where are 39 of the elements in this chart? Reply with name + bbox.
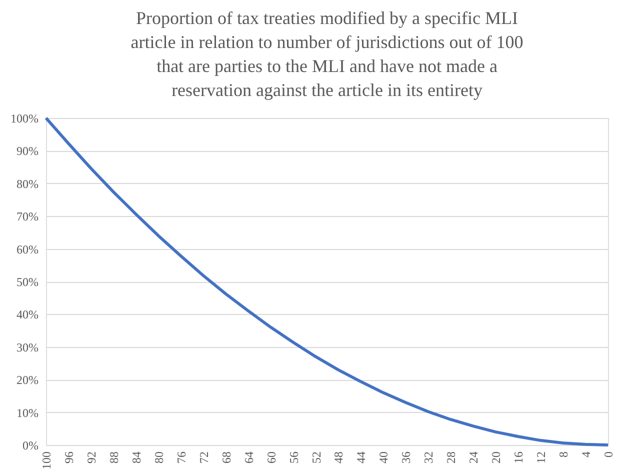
x-tick-label: 24 — [466, 452, 481, 464]
y-tick-label: 30% — [16, 340, 38, 354]
x-tick-label: 36 — [399, 452, 414, 464]
y-tick-label: 0% — [22, 438, 38, 452]
y-tick-label: 40% — [16, 308, 38, 322]
x-tick-label: 32 — [422, 452, 436, 464]
x-tick-label: 68 — [219, 452, 234, 464]
y-tick-label: 10% — [16, 406, 38, 420]
x-tick-label: 100 — [40, 452, 54, 470]
x-tick-label: 88 — [106, 452, 121, 464]
x-tick-label: 44 — [354, 452, 368, 464]
y-tick-label: 90% — [16, 144, 38, 158]
chart-title: Proportion of tax treaties modified by a specific MLI article in relation to number of jurisdictions out of 100 that are parties to the MLI and have not made a reservation against the article in its entirety — [130, 8, 524, 100]
x-tick-label: 72 — [196, 452, 211, 464]
x-tick-label: 52 — [309, 452, 324, 464]
x-tick-label: 28 — [444, 452, 458, 464]
x-tick-label: 0 — [602, 452, 616, 458]
x-tick-label: 12 — [534, 452, 548, 464]
x-tick-label: 76 — [174, 452, 188, 464]
x-tick-label: 48 — [332, 452, 346, 464]
x-tick-label: 96 — [62, 452, 76, 464]
y-tick-label: 50% — [16, 275, 38, 289]
y-tick-label: 70% — [16, 210, 38, 224]
x-tick-label: 16 — [512, 452, 526, 464]
y-tick-label: 20% — [16, 373, 38, 388]
x-tick-label: 20 — [489, 452, 504, 464]
x-tick-label: 80 — [152, 452, 166, 464]
x-tick-label: 92 — [84, 452, 98, 464]
y-tick-label: 100% — [10, 112, 38, 126]
x-tick-label: 60 — [264, 452, 278, 464]
x-tick-label: 64 — [242, 452, 256, 464]
x-tick-label: 84 — [129, 452, 144, 464]
line-series — [44, 116, 610, 446]
x-tick-label: 8 — [556, 452, 571, 458]
y-tick-label: 60% — [16, 242, 38, 256]
x-tick-label: 56 — [286, 452, 301, 464]
x-tick-label: 40 — [376, 452, 391, 464]
x-tick-label: 4 — [579, 452, 594, 458]
y-tick-label: 80% — [16, 176, 38, 191]
